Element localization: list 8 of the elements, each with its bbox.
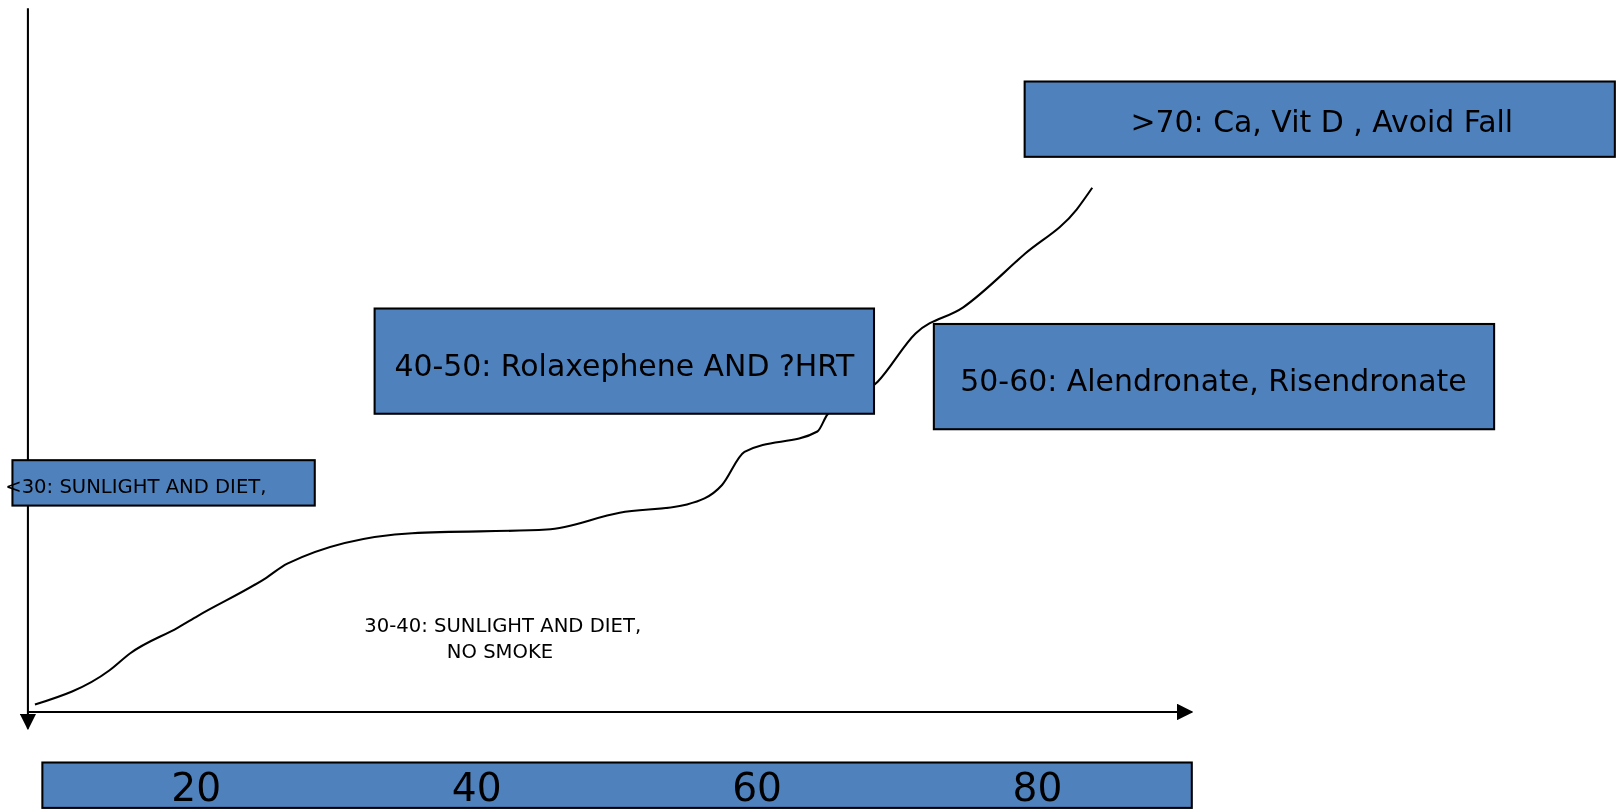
x-tick-label: 60 xyxy=(732,764,783,810)
annotation: 30-40: SUNLIGHT AND DIET, NO SMOKE xyxy=(364,614,642,663)
x-tick-label: 40 xyxy=(451,764,502,810)
annotation: 40-50: Rolaxephene AND ?HRT xyxy=(394,347,855,383)
annotation: 50-60: Alendronate, Risendronate xyxy=(960,363,1467,399)
x-tick-label: 20 xyxy=(171,764,222,810)
x-tick-label: 80 xyxy=(1012,764,1063,810)
text: >70: Ca, Vit D , Avoid Fall xyxy=(1130,104,1514,140)
